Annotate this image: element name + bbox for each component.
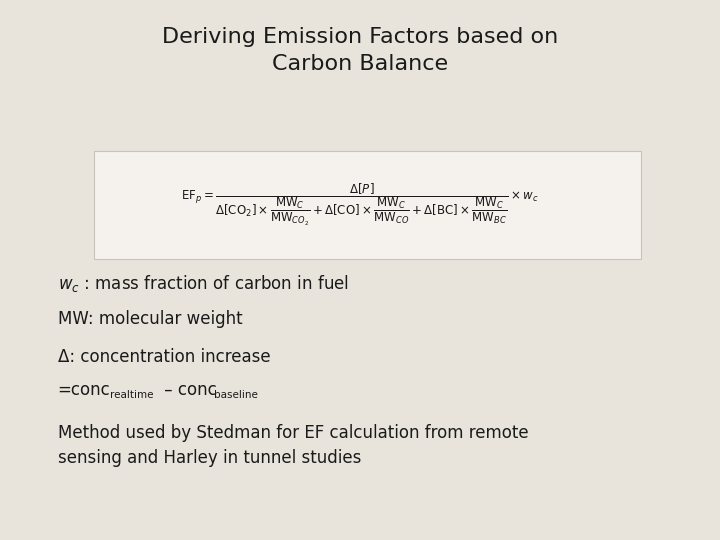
Text: =conc: =conc: [58, 381, 110, 399]
Text: $w_c$ : mass fraction of carbon in fuel: $w_c$ : mass fraction of carbon in fuel: [58, 273, 348, 294]
Text: realtime: realtime: [110, 390, 153, 401]
Text: Δ: concentration increase: Δ: concentration increase: [58, 348, 270, 366]
Text: $\mathrm{EF}_p = \dfrac{\Delta[P]}{\Delta[\mathrm{CO}_2] \times \dfrac{\mathrm{M: $\mathrm{EF}_p = \dfrac{\Delta[P]}{\Delt…: [181, 182, 539, 228]
FancyBboxPatch shape: [94, 151, 641, 259]
Text: baseline: baseline: [214, 390, 258, 401]
Text: – conc: – conc: [159, 381, 217, 399]
Text: Method used by Stedman for EF calculation from remote
sensing and Harley in tunn: Method used by Stedman for EF calculatio…: [58, 424, 528, 467]
Text: Deriving Emission Factors based on
Carbon Balance: Deriving Emission Factors based on Carbo…: [162, 27, 558, 74]
Text: MW: molecular weight: MW: molecular weight: [58, 310, 242, 328]
